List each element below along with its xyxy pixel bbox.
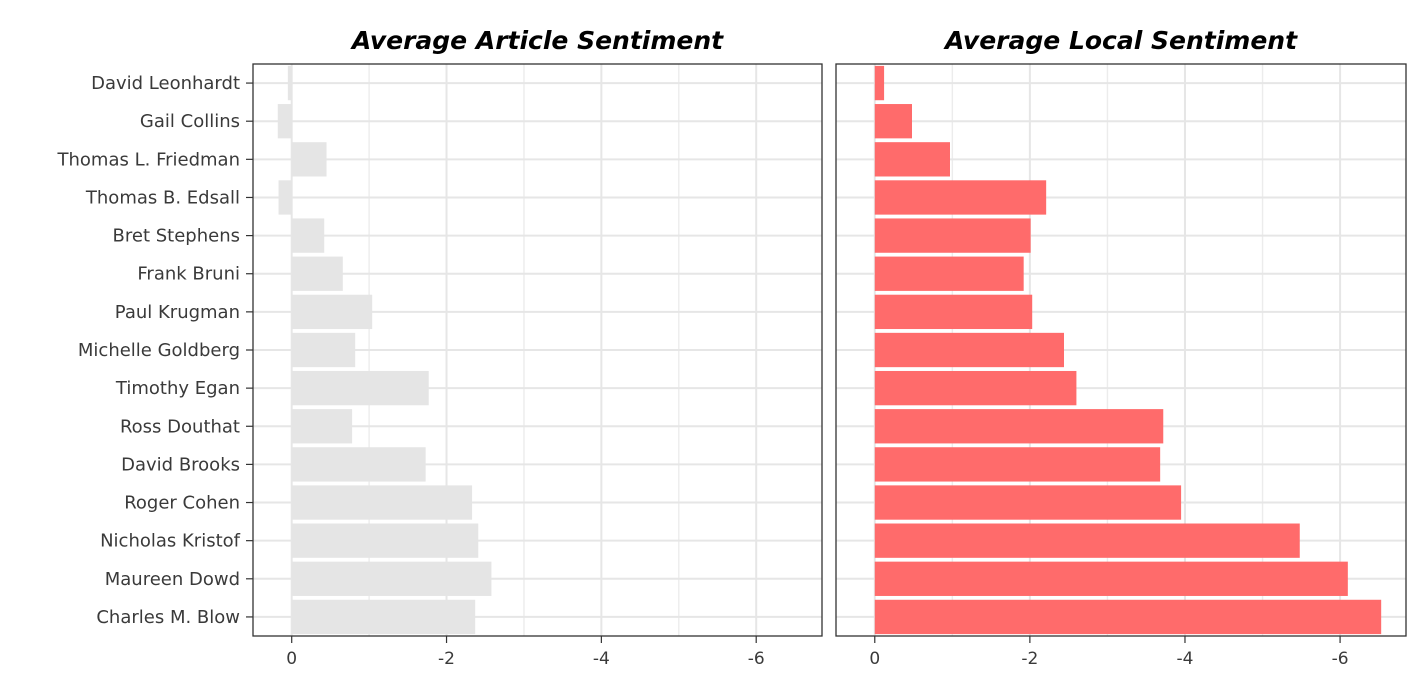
category-label-david-leonhardt: David Leonhardt xyxy=(91,73,240,94)
panel-2-xtick-label-4: -6 xyxy=(1332,649,1349,669)
category-label-thomas-l-friedman: Thomas L. Friedman xyxy=(57,149,240,170)
panel-2-bar-roger-cohen xyxy=(874,485,1182,520)
category-label-frank-bruni: Frank Bruni xyxy=(137,264,240,285)
panel-2-bar-thomas-b-edsall xyxy=(874,180,1047,215)
panel-1-bar-thomas-l-friedman xyxy=(291,142,327,177)
panel-1-xtick-label-2: -2 xyxy=(438,649,455,669)
panel-2-bar-charles-m-blow xyxy=(874,599,1382,635)
panel-1-bar-bret-stephens xyxy=(291,218,325,253)
panel-2-bar-david-brooks xyxy=(874,447,1161,482)
panel-2-bar-ross-douthat xyxy=(874,409,1164,444)
panel-1-bar-thomas-b-edsall xyxy=(278,180,292,215)
panel-1-bar-gail-collins xyxy=(277,104,292,139)
panel-2-title: Average Local Sentiment xyxy=(943,26,1298,55)
category-label-david-brooks: David Brooks xyxy=(121,454,240,475)
panel-2-xtick-label-1: 0 xyxy=(869,649,880,669)
panel-2-xtick-label-2: -2 xyxy=(1021,649,1038,669)
category-label-ross-douthat: Ross Douthat xyxy=(120,416,240,437)
panel-1-xtick-label-3: -4 xyxy=(593,649,610,669)
panel-1-bar-roger-cohen xyxy=(291,485,473,520)
panel-1-bar-timothy-egan xyxy=(291,370,429,406)
panel-2-bar-paul-krugman xyxy=(874,294,1033,330)
category-label-charles-m-blow: Charles M. Blow xyxy=(96,607,240,628)
panel-1-bar-maureen-dowd xyxy=(291,561,492,596)
panel-1-title: Average Article Sentiment xyxy=(350,26,724,55)
category-label-paul-krugman: Paul Krugman xyxy=(115,302,240,323)
panel-1-bar-frank-bruni xyxy=(291,256,343,291)
panel-2-bar-bret-stephens xyxy=(874,218,1031,253)
panel-2-border xyxy=(835,63,1407,637)
panel-2-bar-david-leonhardt xyxy=(874,65,885,101)
category-label-timothy-egan: Timothy Egan xyxy=(115,378,240,399)
panel-1-bar-nicholas-kristof xyxy=(291,523,479,558)
panel-2-xtick-label-3: -4 xyxy=(1177,649,1194,669)
category-label-roger-cohen: Roger Cohen xyxy=(124,493,240,514)
panel-1-border xyxy=(252,63,823,637)
panel-1-bar-michelle-goldberg xyxy=(291,332,356,368)
category-label-maureen-dowd: Maureen Dowd xyxy=(105,569,240,590)
panel-2-bar-maureen-dowd xyxy=(874,561,1348,596)
panel-2-bar-thomas-l-friedman xyxy=(874,142,950,177)
panel-1-bar-ross-douthat xyxy=(291,409,353,444)
panel-1-bar-paul-krugman xyxy=(291,294,373,330)
category-label-michelle-goldberg: Michelle Goldberg xyxy=(78,340,240,361)
panel-1-xtick-label-4: -6 xyxy=(748,649,765,669)
category-label-thomas-b-edsall: Thomas B. Edsall xyxy=(85,187,240,208)
panel-2-bar-timothy-egan xyxy=(874,370,1077,406)
panel-2-bar-frank-bruni xyxy=(874,256,1024,291)
panel-2-bar-nicholas-kristof xyxy=(874,523,1300,558)
category-label-gail-collins: Gail Collins xyxy=(140,111,240,132)
category-label-bret-stephens: Bret Stephens xyxy=(113,226,240,247)
panel-1-bar-david-brooks xyxy=(291,447,426,482)
panel-1-bar-charles-m-blow xyxy=(291,599,476,635)
panel-1-bar-david-leonhardt xyxy=(287,65,292,101)
panel-2-bar-gail-collins xyxy=(874,104,912,139)
panel-2-bar-michelle-goldberg xyxy=(874,332,1064,368)
panel-1-xtick-label-1: 0 xyxy=(286,649,297,669)
category-label-nicholas-kristof: Nicholas Kristof xyxy=(100,531,241,552)
